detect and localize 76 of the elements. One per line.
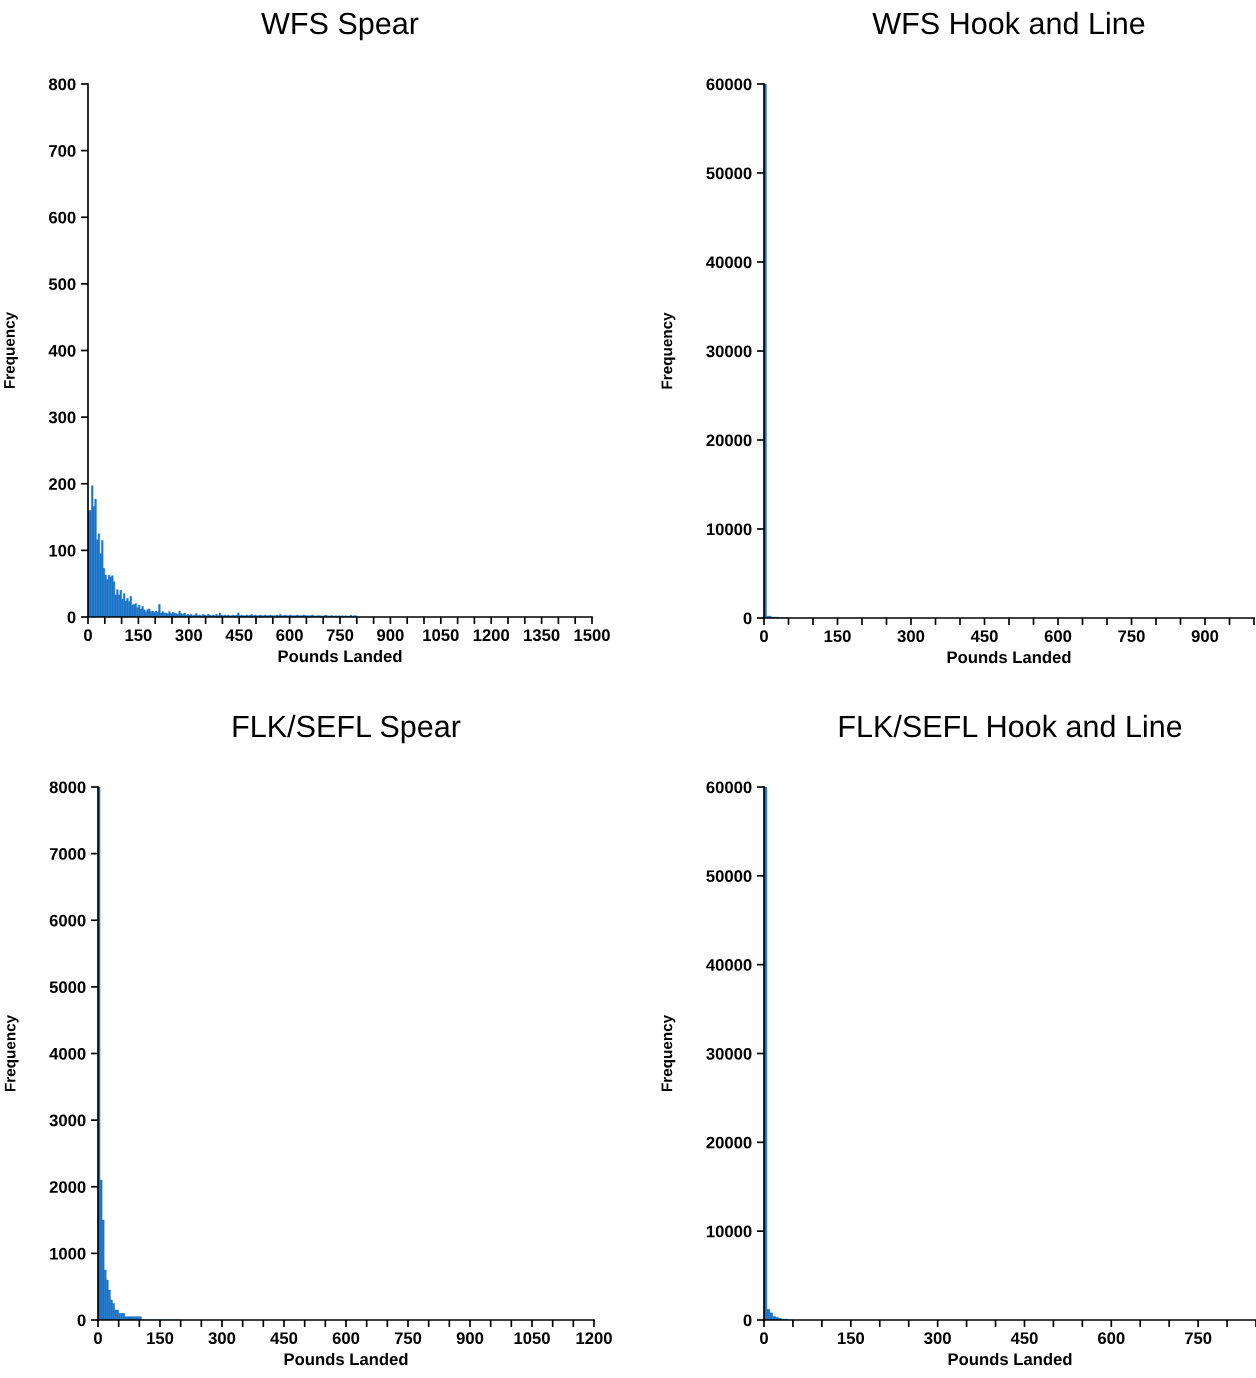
y-tick-label: 300 <box>48 411 76 424</box>
chart-title: WFS Spear <box>261 12 419 41</box>
x-tick-label: 750 <box>1118 630 1145 643</box>
x-tick-label: 0 <box>760 630 768 643</box>
x-tick-label: 150 <box>824 630 851 643</box>
x-axis-title: Pounds Landed <box>947 650 1071 664</box>
x-tick-label: 300 <box>208 1332 236 1345</box>
y-tick-label: 500 <box>48 278 76 291</box>
y-tick-label: 60000 <box>706 781 752 794</box>
x-tick-label: 0 <box>94 1332 102 1345</box>
x-tick-label: 900 <box>456 1332 484 1345</box>
y-tick-label: 0 <box>77 1314 86 1327</box>
y-tick-label: 20000 <box>706 434 752 447</box>
y-tick-label: 20000 <box>706 1136 752 1149</box>
y-tick-label: 0 <box>743 1314 752 1327</box>
x-tick-label: 450 <box>270 1332 298 1345</box>
x-tick-label: 1200 <box>576 1332 612 1345</box>
x-tick-label: 600 <box>332 1332 360 1345</box>
y-tick-label: 10000 <box>706 1225 752 1238</box>
x-tick-label: 150 <box>125 629 152 642</box>
x-tick-label: 150 <box>147 1332 174 1345</box>
y-tick-label: 400 <box>48 344 76 357</box>
x-tick-label: 300 <box>175 629 203 642</box>
x-axis-title: Pounds Landed <box>284 1352 408 1366</box>
chart-title: FLK/SEFL Spear <box>233 714 461 744</box>
y-tick-label: 600 <box>49 211 76 224</box>
x-tick-label: 1350 <box>524 629 560 642</box>
y-axis-title: Frequency <box>661 312 676 389</box>
y-axis-title: Frequency <box>661 1014 676 1092</box>
x-tick-label: 1050 <box>514 1332 550 1345</box>
x-tick-label: 750 <box>1184 1332 1212 1345</box>
y-tick-label: 50000 <box>706 167 752 180</box>
y-tick-label: 0 <box>743 612 752 625</box>
x-tick-label: 900 <box>1191 630 1219 643</box>
y-tick-label: 200 <box>48 478 76 490</box>
x-tick-label: 600 <box>1098 1332 1125 1345</box>
y-axis-title: Frequency <box>4 1014 19 1092</box>
x-tick-label: 1200 <box>473 629 510 642</box>
x-tick-label: 750 <box>394 1332 422 1345</box>
y-tick-label: 50000 <box>706 870 752 883</box>
x-tick-label: 450 <box>1010 1332 1038 1345</box>
x-tick-label: 150 <box>837 1332 865 1345</box>
y-tick-label: 700 <box>49 145 76 157</box>
y-tick-label: 40000 <box>706 256 752 269</box>
x-tick-label: 600 <box>276 629 303 642</box>
y-tick-label: 30000 <box>706 345 752 358</box>
y-tick-label: 10000 <box>706 523 752 536</box>
y-tick-label: 4000 <box>49 1047 86 1060</box>
y-tick-label: 100 <box>49 544 76 557</box>
x-tick-label: 0 <box>760 1332 768 1345</box>
x-tick-label: 1500 <box>574 629 610 642</box>
x-axis-title: Pounds Landed <box>948 1352 1072 1366</box>
chart-title: FLK/SEFL Hook and Line <box>839 714 1182 738</box>
y-tick-label: 30000 <box>706 1047 752 1060</box>
x-tick-label: 450 <box>225 629 253 642</box>
x-tick-label: 900 <box>377 629 404 642</box>
y-tick-label: 1000 <box>50 1247 86 1260</box>
chart-title: WFS Hook and Line <box>872 11 1145 35</box>
x-axis-title: Pounds Landed <box>278 649 402 663</box>
y-tick-label: 800 <box>48 78 76 91</box>
x-tick-label: 600 <box>1044 630 1072 643</box>
y-axis-title: Frequency <box>4 311 18 389</box>
y-tick-label: 3000 <box>49 1114 86 1127</box>
y-tick-label: 5000 <box>49 981 86 994</box>
y-tick-label: 2000 <box>49 1181 86 1193</box>
y-tick-label: 6000 <box>49 914 86 927</box>
x-tick-label: 300 <box>924 1332 951 1345</box>
y-tick-label: 0 <box>67 611 76 624</box>
x-tick-label: 750 <box>326 629 354 642</box>
y-tick-label: 8000 <box>49 781 86 794</box>
x-tick-label: 300 <box>897 630 925 643</box>
x-tick-label: 450 <box>970 630 998 643</box>
y-tick-label: 7000 <box>49 848 86 860</box>
x-tick-label: 1050 <box>423 629 459 642</box>
y-tick-label: 60000 <box>706 78 752 91</box>
y-tick-label: 40000 <box>706 959 752 971</box>
